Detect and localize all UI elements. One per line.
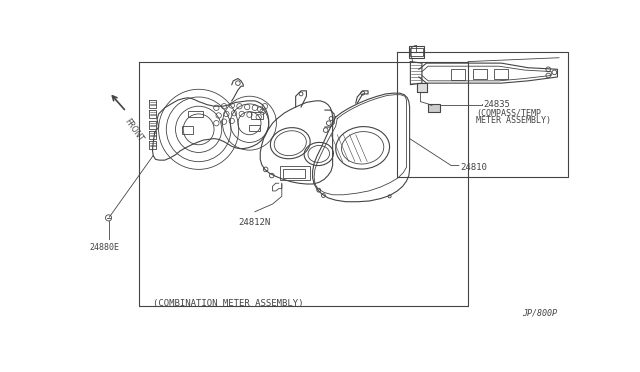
Bar <box>284 169 305 178</box>
Text: FRONT: FRONT <box>122 117 145 144</box>
Text: JP/800P: JP/800P <box>522 308 557 317</box>
Text: 24812N: 24812N <box>239 218 271 227</box>
Bar <box>188 111 204 117</box>
Bar <box>494 68 508 78</box>
Bar <box>451 69 465 80</box>
Bar <box>428 104 440 112</box>
Bar <box>473 69 486 79</box>
Text: 24880E: 24880E <box>90 243 119 251</box>
Text: (COMBINATION METER ASSEMBLY): (COMBINATION METER ASSEMBLY) <box>153 299 303 308</box>
Bar <box>410 48 422 56</box>
Bar <box>280 166 310 180</box>
Bar <box>409 46 424 58</box>
Bar <box>182 126 193 134</box>
Polygon shape <box>417 83 427 92</box>
Bar <box>251 112 263 119</box>
Text: METER ASSEMBLY): METER ASSEMBLY) <box>476 116 551 125</box>
Bar <box>250 125 260 131</box>
Text: 24810: 24810 <box>460 163 487 171</box>
Text: (COMPASS/TEMP: (COMPASS/TEMP <box>476 109 541 118</box>
Text: 24835: 24835 <box>484 100 511 109</box>
